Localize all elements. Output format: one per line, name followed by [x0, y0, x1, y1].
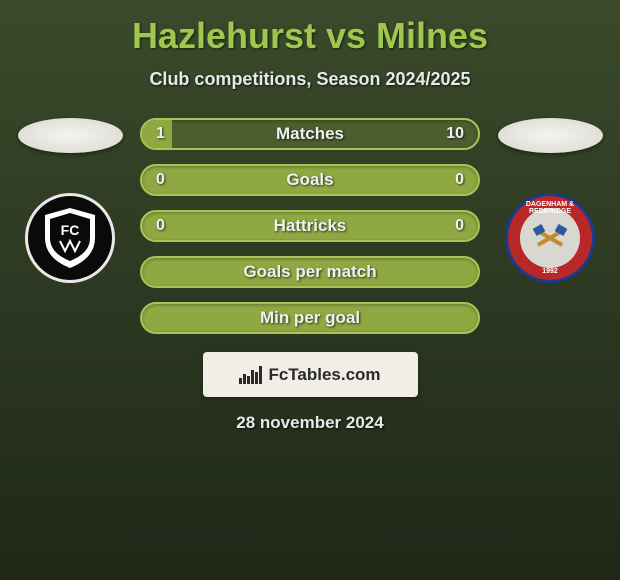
stat-bar-hattricks: 0 Hattricks 0 — [140, 210, 480, 242]
team-badge-right: DAGENHAM & REDBRIDGE 1992 — [505, 193, 595, 283]
stat-bar-goals: 0 Goals 0 — [140, 164, 480, 196]
hammers-icon — [530, 218, 570, 258]
stat-right-value: 0 — [455, 171, 464, 189]
brand-label: FcTables.com — [268, 365, 380, 385]
badge-ring-text-bottom: 1992 — [508, 268, 592, 275]
left-team-col: FC — [10, 118, 130, 283]
stat-left-value: 0 — [156, 171, 165, 189]
stat-label: Min per goal — [260, 308, 360, 328]
stat-left-value: 0 — [156, 217, 165, 235]
main-row: FC 1 Matches 10 0 Goals 0 0 Hattricks 0 — [10, 118, 610, 334]
stat-bar-matches: 1 Matches 10 — [140, 118, 480, 150]
comparison-card: Hazlehurst vs Milnes Club competitions, … — [0, 0, 620, 448]
stat-right-value: 10 — [446, 125, 464, 143]
svg-text:FC: FC — [61, 222, 80, 238]
player-ellipse-left — [18, 118, 123, 153]
shield-icon: FC — [35, 203, 105, 273]
page-title: Hazlehurst vs Milnes — [10, 15, 610, 57]
team-badge-left: FC — [25, 193, 115, 283]
bar-chart-icon — [239, 366, 262, 384]
stat-bar-goals-per-match: Goals per match — [140, 256, 480, 288]
stat-label: Hattricks — [274, 216, 347, 236]
date-label: 28 november 2024 — [10, 413, 610, 433]
stat-bar-min-per-goal: Min per goal — [140, 302, 480, 334]
stat-label: Goals — [286, 170, 333, 190]
stat-label: Goals per match — [243, 262, 376, 282]
badge-inner — [520, 208, 580, 268]
stat-left-value: 1 — [156, 125, 165, 143]
badge-ring-text-top: DAGENHAM & REDBRIDGE — [508, 201, 592, 215]
attribution-box[interactable]: FcTables.com — [203, 352, 418, 397]
stats-column: 1 Matches 10 0 Goals 0 0 Hattricks 0 Goa… — [140, 118, 480, 334]
right-team-col: DAGENHAM & REDBRIDGE 1992 — [490, 118, 610, 283]
player-ellipse-right — [498, 118, 603, 153]
stat-label: Matches — [276, 124, 344, 144]
stat-right-value: 0 — [455, 217, 464, 235]
page-subtitle: Club competitions, Season 2024/2025 — [10, 69, 610, 90]
